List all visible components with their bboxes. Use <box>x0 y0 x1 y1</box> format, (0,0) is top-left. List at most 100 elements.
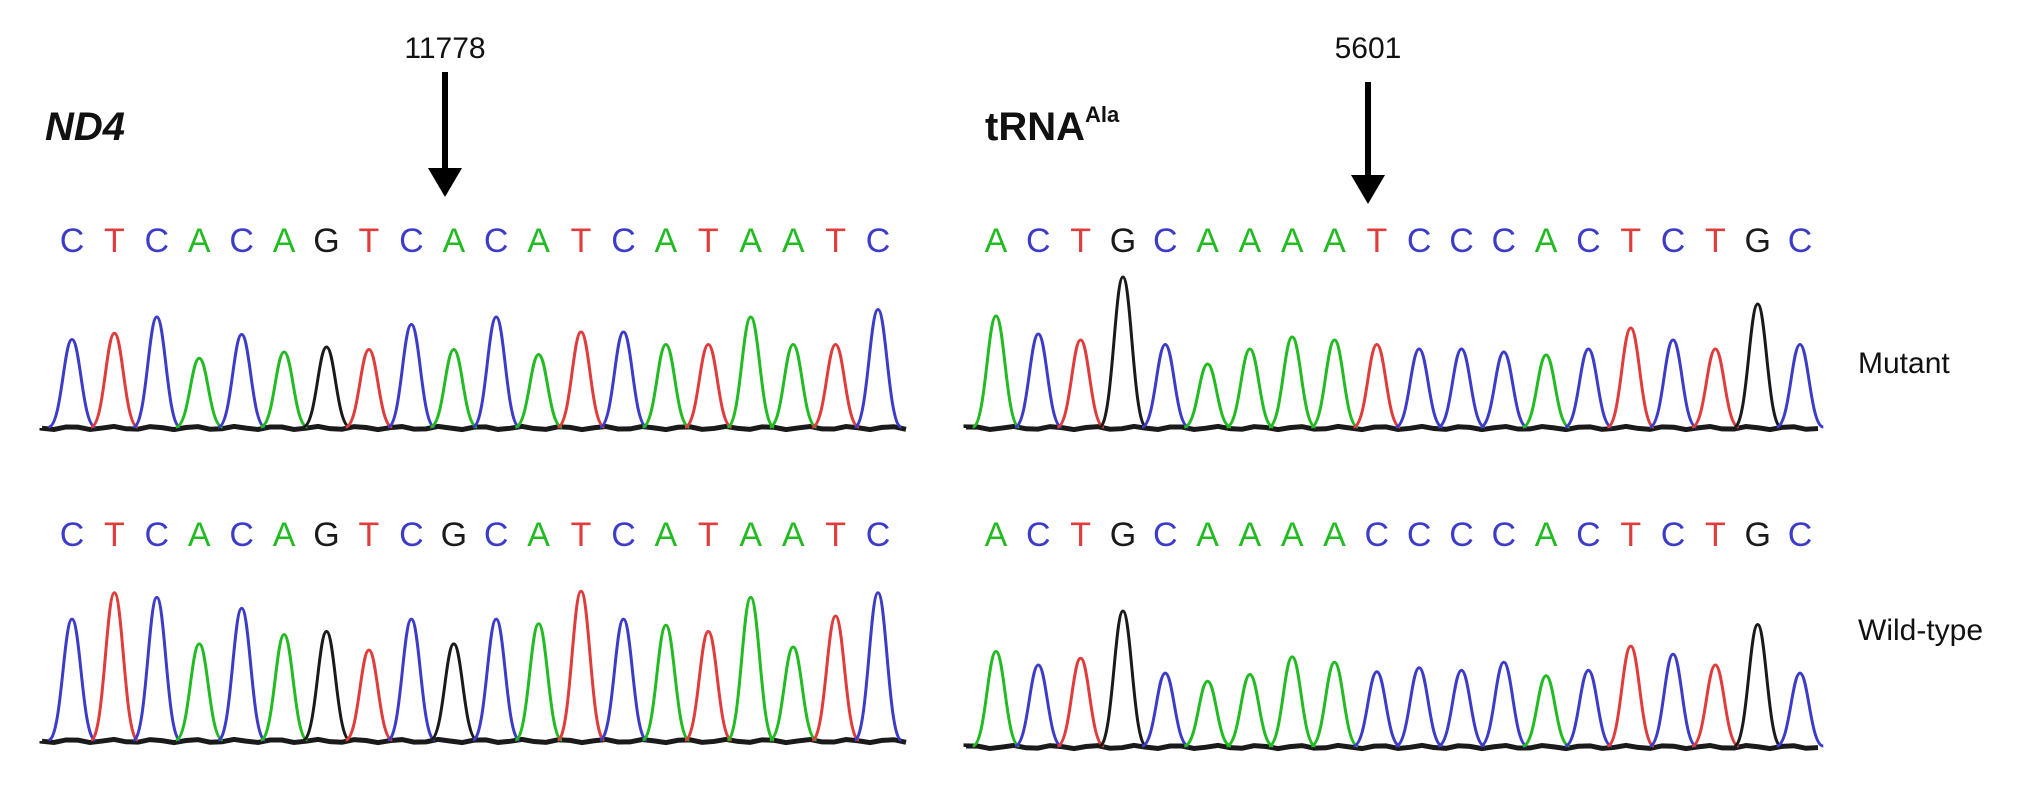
trace-peak-C <box>599 330 648 429</box>
trace-peak-A <box>1183 362 1232 429</box>
trace-peak-C <box>1141 671 1190 748</box>
base-call-C: C <box>866 516 891 554</box>
trna-position-label: 5601 <box>1335 32 1402 65</box>
nd4-position-label: 11778 <box>404 32 485 65</box>
trace-peak-A <box>641 342 690 429</box>
base-call-G: G <box>1744 516 1770 554</box>
trace-peak-C <box>217 332 266 429</box>
trace-peak-C <box>1141 342 1190 429</box>
trace-peak-C <box>386 617 437 742</box>
trace-peak-T <box>1056 338 1105 429</box>
trace-peak-A <box>514 352 563 429</box>
base-call-A: A <box>1535 222 1558 260</box>
nd4-gene-label: ND4 <box>45 105 125 149</box>
trace-peak-A <box>260 350 309 429</box>
trace-peak-C <box>1014 332 1063 429</box>
trace-peak-C <box>47 337 97 429</box>
trace-peak-C <box>1352 670 1401 748</box>
chromatogram-baseline <box>963 742 1819 752</box>
base-call-C: C <box>1661 516 1686 554</box>
trace-peak-C <box>1395 666 1444 748</box>
trace-peak-C <box>598 617 649 742</box>
trace-peak-C <box>1564 347 1613 429</box>
trace-peak-T <box>1056 656 1105 748</box>
trace-peak-A <box>769 342 818 429</box>
trace-peak-C <box>1649 338 1698 429</box>
base-call-C: C <box>1026 516 1051 554</box>
base-call-T: T <box>1070 516 1091 554</box>
base-call-C: C <box>484 222 509 260</box>
base-call-A: A <box>1535 516 1558 554</box>
trace-peak-C <box>1775 342 1825 429</box>
base-call-G: G <box>1744 222 1770 260</box>
base-call-C: C <box>229 222 254 260</box>
trna-mutation-arrow <box>1351 82 1385 204</box>
base-call-C: C <box>1661 222 1686 260</box>
base-call-G: G <box>441 516 467 554</box>
base-call-C: C <box>1449 222 1474 260</box>
trace-peak-G <box>1098 275 1148 429</box>
base-call-C: C <box>145 516 170 554</box>
base-call-A: A <box>527 516 550 554</box>
trace-peak-A <box>175 642 224 742</box>
base-call-C: C <box>60 516 85 554</box>
chromatogram-baseline <box>963 423 1819 433</box>
trace-peak-A <box>259 633 309 742</box>
base-call-A: A <box>985 222 1008 260</box>
wildtype-row-label: Wild-type <box>1858 614 1983 647</box>
base-call-C: C <box>1026 222 1051 260</box>
base-call-C: C <box>399 516 424 554</box>
base-call-C: C <box>1788 222 1813 260</box>
trace-peak-A <box>971 314 1021 429</box>
base-call-C: C <box>1365 516 1390 554</box>
trace-peak-A <box>726 315 775 429</box>
trace-peak-T <box>556 330 606 429</box>
trace-peak-C <box>1564 668 1613 748</box>
trace-peak-T <box>684 629 733 742</box>
trace-peak-C <box>853 307 903 429</box>
trace-peak-T <box>1606 644 1655 748</box>
trace-peak-G <box>302 629 351 742</box>
trace-peak-T <box>556 589 606 742</box>
base-call-A: A <box>1239 516 1262 554</box>
trace-peak-A <box>1268 655 1317 748</box>
trace-peak-T <box>344 648 394 742</box>
base-call-A: A <box>1323 222 1346 260</box>
base-call-T: T <box>359 222 380 260</box>
base-call-T: T <box>1620 222 1641 260</box>
base-call-C: C <box>1492 222 1517 260</box>
base-call-G: G <box>313 516 339 554</box>
trna-label-main: tRNA <box>985 105 1085 149</box>
trace-peak-A <box>1225 672 1274 748</box>
trace-peak-A <box>1522 353 1571 429</box>
trace-peak-T <box>684 342 733 429</box>
trace-peak-T <box>811 614 860 742</box>
trace-peak-T <box>1691 347 1740 429</box>
trace-peak-C <box>1648 652 1698 748</box>
trace-peak-C <box>1479 660 1528 748</box>
trace-peak-A <box>1310 660 1359 748</box>
base-call-C: C <box>60 222 85 260</box>
base-call-T: T <box>825 222 846 260</box>
base-call-A: A <box>782 222 805 260</box>
trace-peak-A <box>1310 338 1359 429</box>
trna-label-superscript: Ala <box>1085 102 1120 127</box>
trace-peak-A <box>769 645 818 742</box>
trace-peak-C <box>1437 347 1486 429</box>
trace-peak-T <box>90 331 139 429</box>
base-call-T: T <box>571 222 592 260</box>
base-call-C: C <box>611 222 636 260</box>
base-call-C: C <box>1407 222 1432 260</box>
base-call-T: T <box>359 516 380 554</box>
trace-peak-C <box>1479 350 1528 429</box>
base-call-T: T <box>1620 516 1641 554</box>
base-call-T: T <box>1705 516 1726 554</box>
trace-peak-C <box>1014 663 1063 748</box>
trace-peak-C <box>1395 347 1444 429</box>
trace-peak-A <box>1268 335 1317 429</box>
trace-peak-T <box>1606 326 1655 429</box>
